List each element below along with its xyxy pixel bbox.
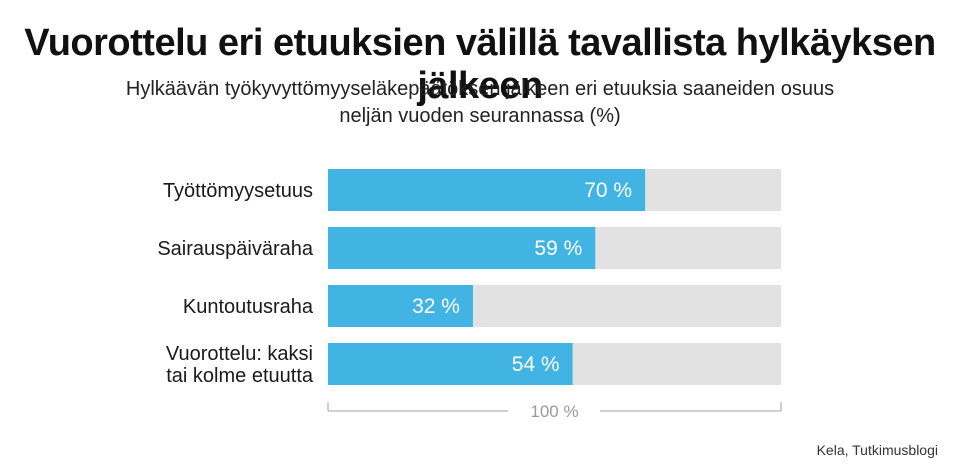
category-label: Kuntoutusraha [183,296,314,318]
subtitle-line-2: neljän vuoden seurannassa (%) [339,105,621,127]
bar [328,169,646,211]
source-note: Kela, Tutkimusblogi [816,442,938,458]
category-label: tai kolme etuutta [166,365,314,387]
chart-subtitle: Hylkäävän työkyvyttömyyseläkepäätöksen j… [0,76,960,130]
bar-value-label: 54 % [512,353,560,376]
bar-value-label: 70 % [584,179,632,202]
category-label: Sairauspäiväraha [157,238,314,260]
bar [328,285,473,327]
chart-title: Vuorottelu eri etuuksien välillä tavalli… [24,22,936,107]
category-label: Vuorottelu: kaksi [166,343,313,365]
bar-value-label: 59 % [534,237,582,260]
bar-value-label: 32 % [412,295,460,318]
category-label: Työttömyysetuus [163,180,313,202]
bar [328,343,573,385]
bar [328,227,596,269]
subtitle-line-1: Hylkäävän työkyvyttömyyseläkepäätöksen j… [125,78,835,100]
total-label: 100 % [530,402,578,421]
